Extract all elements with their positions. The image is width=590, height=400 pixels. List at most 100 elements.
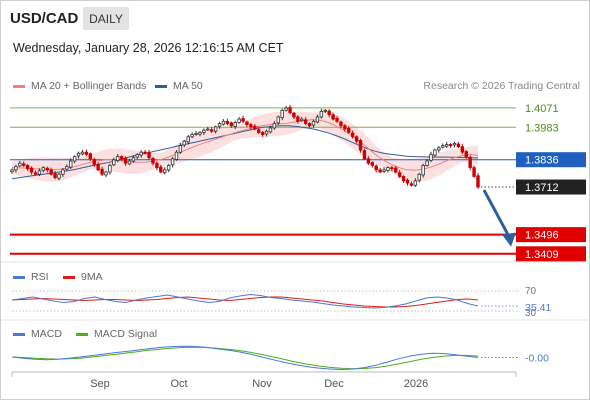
level-badge-last-3 (516, 179, 586, 195)
candle-body (354, 136, 359, 142)
credit-text: Research © 2026 Trading Central (423, 80, 580, 92)
candles-group (10, 104, 480, 189)
candle-body (76, 152, 81, 157)
candle-body (53, 173, 57, 178)
candle-body (456, 143, 461, 148)
datetime-label: Wednesday, January 28, 2026 12:16:15 AM … (13, 41, 284, 55)
candle-body (190, 134, 194, 138)
candle-body (253, 125, 257, 130)
rsi-swatch (13, 275, 25, 279)
candle-body (194, 133, 198, 135)
candle-body (37, 170, 42, 175)
candle-body (452, 142, 457, 146)
candle-body (213, 126, 218, 132)
candle-body (425, 160, 429, 166)
legend-macd: MACD (13, 328, 62, 340)
candle-body (296, 116, 300, 122)
ma50-swatch (155, 84, 167, 88)
candle-body (288, 107, 292, 113)
candle-body (147, 152, 151, 159)
candle-body (108, 165, 112, 173)
candle-body (88, 153, 93, 160)
candle-body (307, 123, 312, 127)
legend-macd-signal: MACD Signal (76, 328, 157, 340)
candle-body (178, 145, 183, 153)
candle-body (143, 151, 147, 154)
candle-body (151, 157, 155, 164)
candle-body (421, 165, 425, 176)
candle-body (202, 129, 206, 133)
candle-body (362, 150, 367, 160)
candle-body (319, 111, 324, 118)
candle-body (472, 167, 476, 177)
candle-body (284, 107, 288, 111)
forecast-arrow-head (502, 232, 516, 247)
candle-body (292, 112, 296, 118)
candle-body (206, 128, 210, 131)
candle-body (350, 132, 355, 138)
candle-body (397, 172, 402, 177)
x-tick-label-nov: Nov (252, 378, 272, 390)
candle-body (41, 167, 46, 171)
candle-body (311, 120, 316, 126)
rsi-ma-line (11, 296, 479, 308)
x-tick-label-dec: Dec (324, 378, 344, 390)
candle-body (374, 165, 378, 171)
candle-body (155, 162, 159, 169)
candle-body (401, 176, 406, 182)
candle-body (382, 169, 386, 172)
legend-rsi: RSI (13, 271, 49, 283)
candle-body (327, 110, 331, 116)
candle-body (460, 146, 465, 153)
candle-body (444, 144, 449, 147)
candle-body (217, 123, 222, 127)
candle-body (257, 129, 261, 133)
candle-body (331, 114, 335, 120)
macd-swatch (13, 332, 25, 336)
bollinger-band (12, 111, 478, 182)
macd-signal-swatch (76, 332, 88, 336)
candle-body (159, 166, 163, 173)
candle-body (139, 151, 143, 156)
candle-body (343, 125, 347, 130)
rsi-ref-label-70: 70 (525, 286, 537, 297)
candle-body (123, 157, 128, 164)
candle-body (29, 167, 34, 173)
candle-body (315, 116, 320, 123)
candle-body (249, 124, 253, 128)
legend-ma20: MA 20 + Bollinger Bands (13, 80, 146, 92)
macd-signal-line (11, 346, 479, 370)
candle-body (433, 149, 437, 156)
candle-body (241, 118, 245, 122)
timeframe-button[interactable]: DAILY (83, 7, 129, 30)
candle-body (96, 163, 100, 171)
candle-body (245, 121, 249, 126)
macd-last-label: -0.00 (525, 352, 549, 364)
candle-body (237, 118, 241, 123)
x-tick-label-2026: 2026 (404, 378, 428, 390)
candle-body (166, 165, 171, 171)
rsi-line (11, 293, 479, 309)
legend-rsi-label: RSI (31, 271, 49, 283)
level-badge-support-4 (516, 227, 586, 243)
candle-body (347, 127, 351, 133)
candle-body (61, 169, 65, 175)
candle-body (429, 154, 433, 161)
candle-body (221, 120, 226, 125)
candle-body (65, 166, 69, 170)
candle-body (112, 159, 116, 166)
level-label-0: 1.4071 (525, 103, 559, 115)
x-tick-label-sep: Sep (90, 378, 110, 390)
ma20-swatch (13, 84, 25, 88)
ma50-line (11, 125, 479, 180)
symbol-title: USD/CAD (10, 10, 79, 27)
level-label-2: 1.3836 (525, 155, 559, 167)
forecast-arrow-shaft (482, 189, 511, 238)
candle-body (441, 145, 445, 148)
candle-body (210, 129, 214, 132)
candle-body (72, 156, 77, 162)
legend-ma50-label: MA 50 (173, 80, 203, 92)
rsi-ma-swatch (63, 275, 75, 279)
